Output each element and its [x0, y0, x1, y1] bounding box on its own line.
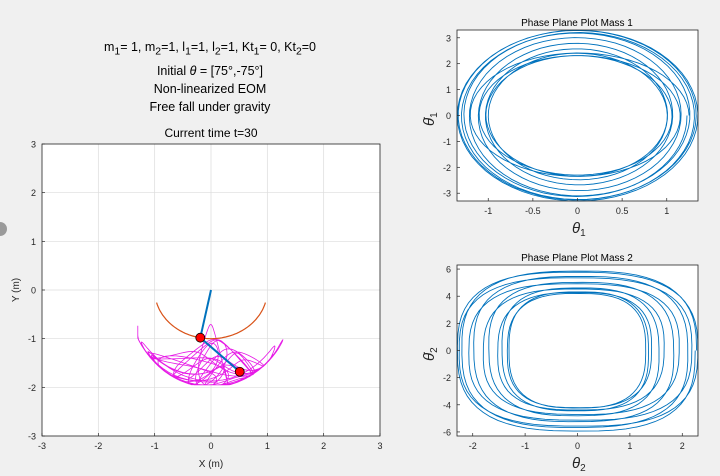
- y-tick-label: 2: [446, 319, 451, 329]
- phase1-xlabel-symbol: θ: [572, 220, 580, 237]
- y-tick-label: 0: [31, 286, 36, 296]
- x-tick-label: 1: [627, 441, 632, 451]
- pendulum-x-ticks: -3 -2 -1 0 1 2 3: [38, 433, 383, 451]
- phase1-trajectory: [456, 29, 699, 202]
- x-tick-label: -1: [151, 441, 159, 451]
- y-tick-label: 4: [446, 292, 451, 302]
- phase2-trajectory: [456, 270, 699, 432]
- phase1-xlabel-sub: 1: [580, 228, 586, 239]
- y-tick-label: -2: [443, 163, 451, 173]
- phase2-xlabel: θ2: [572, 455, 586, 474]
- x-tick-label: 0: [575, 206, 580, 216]
- y-tick-label: 0: [446, 346, 451, 356]
- x-tick-label: 2: [321, 441, 326, 451]
- phase2-title: Phase Plane Plot Mass 2: [521, 253, 633, 264]
- y-tick-label: 0: [446, 111, 451, 121]
- eom-line: Non-linearized EOM: [153, 81, 267, 96]
- y-tick-label: 3: [446, 33, 451, 43]
- pendulum-axes[interactable]: Current time t=30 -3 -2 -1 0 1 2 3 3210-1-2-3 …: [11, 126, 383, 470]
- trace-path: [137, 324, 284, 386]
- y-tick-label: 3: [31, 140, 36, 150]
- pendulum-ylabel: Y (m): [11, 278, 22, 302]
- phase1-ylabel-sub: 1: [429, 112, 440, 118]
- phase2-xlabel-sub: 2: [580, 463, 586, 474]
- lower-rod: [199, 336, 241, 373]
- x-tick-label: 2: [680, 441, 685, 451]
- y-tick-label: 2: [446, 59, 451, 69]
- scroll-handle-icon[interactable]: [0, 222, 7, 236]
- phase1-x-ticks: -1 -0.5 0 0.5 1: [484, 198, 669, 216]
- mass1-trajectory-arc: [156, 302, 266, 340]
- parameters-line: m1= 1, m2=1, l1=1, l2=1, Kt1= 0, Kt2=0: [103, 40, 317, 58]
- y-tick-label: -3: [28, 432, 36, 442]
- phase2-ylabel-sub: 2: [429, 347, 440, 353]
- mass2-marker: [234, 366, 245, 377]
- y-tick-label: -4: [443, 400, 451, 410]
- y-tick-label: 6: [446, 265, 451, 275]
- x-tick-label: 3: [377, 441, 382, 451]
- y-tick-label: -6: [443, 427, 451, 437]
- x-tick-label: 0: [575, 441, 580, 451]
- y-tick-label: 2: [31, 188, 36, 198]
- phase2-x-ticks: -2 -1 0 1 2: [469, 433, 685, 451]
- x-tick-label: 0: [208, 441, 213, 451]
- phase2-y-ticks: 6 4 2 0 -2 -4 -6: [443, 265, 460, 437]
- gravity-line: Free fall under gravity: [149, 99, 271, 114]
- mass1-marker: [195, 332, 206, 343]
- x-tick-label: -1: [521, 441, 529, 451]
- phase1-xlabel: θ1: [572, 220, 586, 239]
- phase1-ylabel: θ̇1: [421, 112, 440, 126]
- x-tick-label: 0.5: [616, 206, 629, 216]
- phase1-ylabel-symbol: θ̇: [421, 117, 438, 126]
- x-tick-label: -3: [38, 441, 46, 451]
- x-tick-label: -1: [484, 206, 492, 216]
- phase-curve: [456, 29, 699, 202]
- y-tick-label: -1: [443, 137, 451, 147]
- pendulum-y-ticks: 3 2 1 0 -1 -2 -3: [28, 140, 45, 442]
- simulation-info: m1= 1, m2=1, l1=1, l2=1, Kt1= 0, Kt2=0 I…: [60, 38, 360, 116]
- phase1-y-ticks: 3 2 1 0 -1 -2 -3: [443, 33, 460, 199]
- pendulum-xlabel: X (m): [199, 459, 223, 470]
- x-tick-label: -2: [469, 441, 477, 451]
- phase-plot-mass1-axes[interactable]: Phase Plane Plot Mass 1 -1 -0.5 0 0.5 1 3210…: [421, 18, 699, 239]
- y-tick-label: -2: [28, 383, 36, 393]
- y-tick-label: -3: [443, 189, 451, 199]
- phase2-ylabel-symbol: θ̇: [421, 352, 438, 361]
- x-tick-label: 1: [265, 441, 270, 451]
- y-tick-label: 1: [446, 85, 451, 95]
- pendulum-title: Current time t=30: [164, 126, 257, 140]
- y-tick-label: -1: [28, 334, 36, 344]
- phase2-ylabel: θ̇2: [421, 347, 440, 361]
- x-tick-label: 1: [664, 206, 669, 216]
- x-tick-label: -0.5: [525, 206, 541, 216]
- phase-curve: [456, 270, 699, 432]
- initial-condition-line: Initial θ = [75°,-75°]: [156, 63, 264, 78]
- mass2-trajectory-trace: [137, 324, 284, 386]
- x-tick-label: -2: [94, 441, 102, 451]
- phase1-title: Phase Plane Plot Mass 1: [521, 18, 633, 29]
- y-tick-label: -2: [443, 373, 451, 383]
- upper-rod: [199, 289, 212, 338]
- phase2-xlabel-symbol: θ: [572, 455, 580, 472]
- y-tick-label: 1: [31, 237, 36, 247]
- phase-plot-mass2-axes[interactable]: Phase Plane Plot Mass 2 -2 -1 0 1 2 6420-2-4…: [421, 253, 699, 474]
